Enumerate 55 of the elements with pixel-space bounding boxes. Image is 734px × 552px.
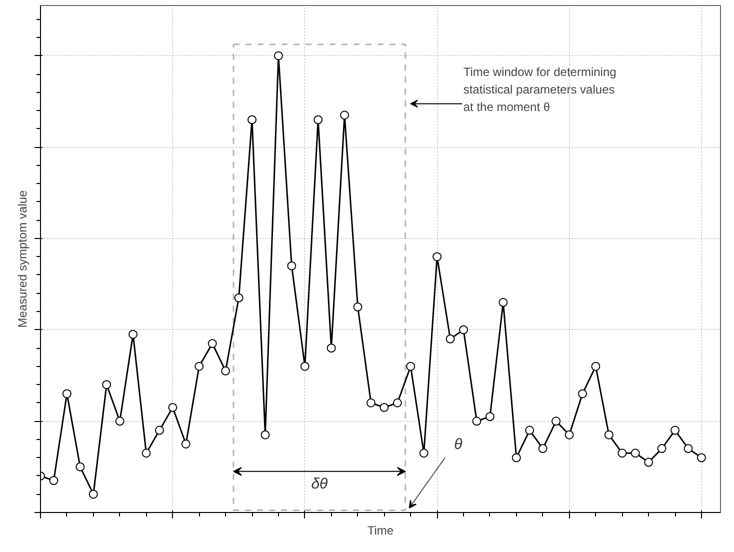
point — [684, 444, 693, 454]
point — [287, 261, 296, 270]
point — [498, 298, 508, 307]
y-axis-title: Measured symptom value — [16, 190, 30, 328]
point — [618, 448, 627, 458]
point — [630, 448, 640, 458]
point — [208, 339, 217, 348]
point — [88, 490, 98, 499]
point — [380, 402, 389, 412]
point — [525, 426, 534, 435]
point — [670, 426, 680, 435]
point — [591, 362, 600, 371]
point — [260, 430, 270, 440]
point — [472, 416, 482, 426]
point — [406, 362, 416, 371]
point — [300, 362, 310, 371]
point — [432, 252, 442, 262]
point — [314, 115, 323, 124]
point — [194, 362, 204, 371]
point — [366, 398, 376, 408]
point — [392, 398, 402, 408]
point — [552, 416, 561, 426]
point — [564, 430, 574, 440]
point — [128, 330, 138, 339]
point — [115, 416, 124, 426]
x-axis-title: Time — [367, 524, 394, 538]
point — [234, 293, 244, 302]
point — [657, 444, 666, 454]
annotation: Time window for determining statistical parameters values at the moment θ — [463, 64, 616, 114]
point — [326, 344, 336, 353]
point — [102, 380, 112, 390]
point — [76, 462, 85, 472]
point — [485, 412, 494, 422]
point — [353, 302, 362, 312]
point — [459, 325, 468, 334]
point — [578, 389, 587, 398]
point — [154, 426, 164, 435]
point — [221, 366, 230, 376]
point — [62, 389, 72, 398]
point — [446, 334, 455, 344]
point — [49, 476, 58, 486]
point — [340, 110, 350, 120]
point — [248, 115, 257, 124]
point — [142, 448, 151, 458]
annotation: θ — [454, 436, 462, 454]
point — [168, 402, 178, 412]
point — [274, 51, 283, 60]
point — [644, 458, 654, 467]
point — [538, 444, 548, 454]
point — [696, 453, 706, 462]
point — [181, 439, 190, 448]
annotation: δθ — [311, 475, 328, 492]
point — [512, 453, 521, 462]
point — [604, 430, 614, 440]
point — [419, 448, 428, 458]
